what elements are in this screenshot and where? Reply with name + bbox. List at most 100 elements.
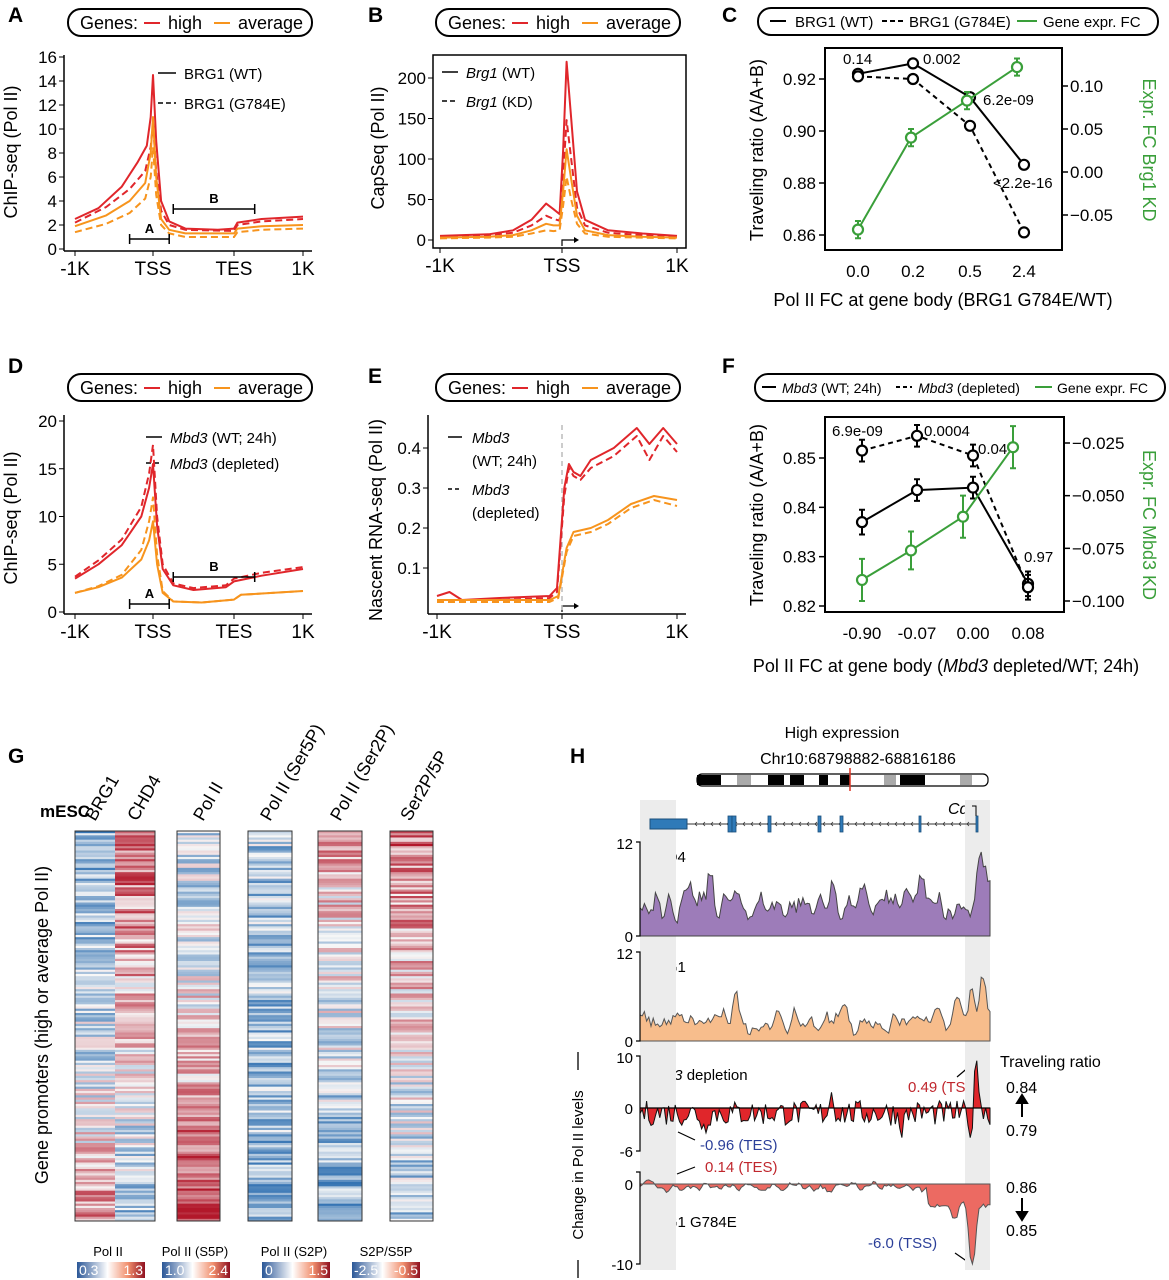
heatmap-cell [115, 1041, 155, 1044]
heatmap-cell [318, 885, 362, 888]
heatmap-cell [390, 1156, 433, 1159]
heatmap-cell [75, 1049, 115, 1053]
heatmap-cell [248, 913, 292, 916]
style-label-mut: BRG1 (G784E) [184, 96, 286, 113]
heatmap-cell [75, 1008, 115, 1012]
heatmap-cell [177, 1158, 220, 1161]
heatmap-cell [248, 1162, 292, 1166]
heatmap-cell [390, 900, 433, 903]
heatmap-cell [390, 1127, 433, 1131]
heatmap-cell [75, 993, 115, 997]
heatmap-cell [248, 1199, 292, 1202]
heatmap-cell [115, 1173, 155, 1176]
heatmap-cell [390, 971, 433, 975]
heatmap-cell [318, 917, 362, 921]
heatmap-cell [318, 1082, 362, 1085]
heatmap-cell [248, 1114, 292, 1118]
heatmap-cell [177, 865, 220, 869]
heatmap-cell [75, 930, 115, 934]
heatmap-cell [75, 1125, 115, 1129]
heatmap-cell [115, 1086, 155, 1090]
heatmap-cell [75, 1147, 115, 1150]
heatmap-cell [318, 1097, 362, 1101]
data-point [855, 444, 869, 457]
heatmap-cell [390, 922, 433, 925]
heatmap-cell [177, 837, 220, 841]
heatmap-cell [115, 1006, 155, 1010]
heatmap-cell [75, 1097, 115, 1101]
heatmap-cell [318, 1078, 362, 1081]
legend-cond: (WT; 24h) [817, 380, 882, 396]
heatmap-cell [115, 863, 155, 867]
heatmap-cell [75, 917, 115, 921]
heatmap-cell [177, 1045, 220, 1049]
heatmap-cell [75, 893, 115, 897]
heatmap-cell [248, 909, 292, 912]
heatmap-cell [177, 1199, 220, 1202]
heatmap-cell [115, 1091, 155, 1094]
heatmap-cell [318, 1190, 362, 1194]
heatmap-cell [248, 835, 292, 838]
heatmap-cell [248, 1192, 292, 1196]
heatmap-cell [177, 872, 220, 875]
heatmap-cell [318, 937, 362, 940]
heatmap-cell [177, 922, 220, 925]
svg-text:Brg1 (WT): Brg1 (WT) [466, 65, 535, 82]
data-point [851, 223, 865, 236]
heatmap-cell [390, 1052, 433, 1055]
x-axis-label-f: Pol II FC at gene body (Mbd3 depleted/WT… [753, 656, 1139, 676]
y2-tick-label: −0.100 [1072, 592, 1124, 611]
heatmap-cell [318, 913, 362, 916]
heatmap-cell [390, 1145, 433, 1148]
heatmap-cell [248, 870, 292, 873]
heatmap-cell [177, 1034, 220, 1038]
heatmap-cell [248, 1093, 292, 1096]
heatmap-cell [318, 1091, 362, 1094]
heatmap-cell [177, 1043, 220, 1046]
heatmap-cell [177, 880, 220, 884]
heatmap-cell [75, 978, 115, 981]
heatmap-cell [177, 1175, 220, 1179]
y-tick-label: 50 [407, 191, 426, 210]
heatmap-cell [248, 928, 292, 932]
heatmap-cell [177, 1010, 220, 1014]
heatmap-cell [177, 1188, 220, 1192]
heatmap-cell [177, 1203, 220, 1207]
heatmap-cell [318, 1049, 362, 1053]
series-line-average [74, 146, 304, 238]
heatmap-cell [115, 906, 155, 910]
heatmap-cell [115, 945, 155, 949]
heatmap-cell [115, 1071, 155, 1075]
heatmap-cell [115, 852, 155, 856]
heatmap-column-label: Pol II [189, 778, 227, 824]
heatmap-cell [75, 956, 115, 960]
heatmap-cell [115, 939, 155, 942]
heatmap-cell [115, 1184, 155, 1187]
heatmap-cell [75, 861, 115, 864]
heatmap-cell [75, 1062, 115, 1066]
heatmap-cell [248, 1205, 292, 1209]
heatmap-cell [115, 917, 155, 921]
heatmap-cell [248, 1073, 292, 1077]
colorbar-min: 0.3 [79, 1262, 99, 1278]
heatmap-cell [318, 1110, 362, 1114]
heatmap-cell [115, 1017, 155, 1020]
heatmap-cell [177, 1084, 220, 1088]
heatmap-cell [318, 1175, 362, 1179]
heatmap-cell [248, 841, 292, 845]
heatmap-cell [115, 976, 155, 979]
heatmap-cell [248, 939, 292, 942]
svg-text:Brg1 (KD): Brg1 (KD) [466, 94, 533, 111]
data-point [851, 70, 865, 83]
heatmap-cell [390, 844, 433, 847]
heatmap-cell [177, 1023, 220, 1027]
heatmap-cell [318, 1153, 362, 1157]
heatmap-cell [318, 915, 362, 919]
heatmap-cell [248, 1041, 292, 1044]
y-axis-label-d: ChIP-seq (Pol II) [1, 451, 21, 584]
heatmap-cell [75, 1017, 115, 1020]
heatmap-cell [177, 1110, 220, 1114]
colorbar-title: Pol II (S2P) [261, 1244, 327, 1259]
y-tick-label: 10 [38, 120, 57, 139]
